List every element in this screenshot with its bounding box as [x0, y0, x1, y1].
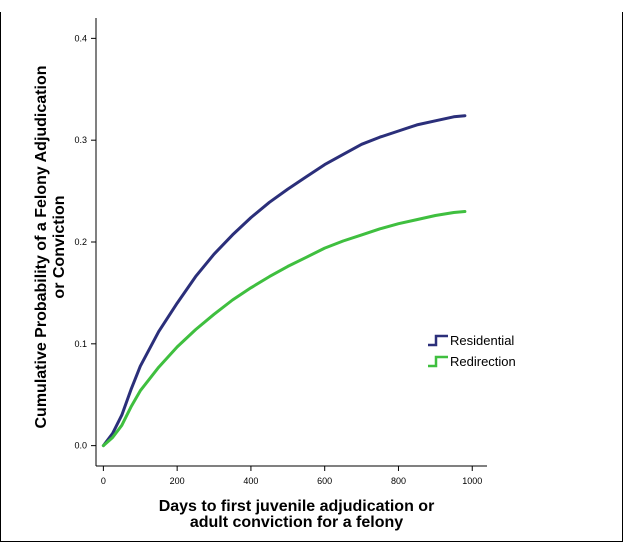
cropped-title-strip — [0, 0, 623, 12]
legend-swatch-residential — [428, 334, 448, 347]
y-tick-label: 0.4 — [74, 33, 87, 43]
legend-label-residential: Residential — [450, 333, 514, 348]
axis-titles: Days to first juvenile adjudication orad… — [33, 66, 434, 532]
y-axis-title-line-2: or Conviction — [51, 195, 68, 298]
axes: 0.0 0.1 0.2 0.3 0.4 0 200 400 600 800 1000 — [74, 18, 487, 486]
legend-label-redirection: Redirection — [450, 354, 516, 369]
x-tick-label: 0 — [101, 476, 106, 486]
x-tick-label: 800 — [391, 476, 406, 486]
legend: Residential Redirection — [428, 333, 516, 369]
x-axis-title-line-2: adult conviction for a felony — [190, 514, 403, 531]
legend-swatch-redirection — [428, 355, 448, 368]
y-axis-title-line-1: Cumulative Probability of a Felony Adjud… — [33, 66, 50, 429]
x-tick-label: 600 — [317, 476, 332, 486]
series-line-residential — [101, 114, 467, 448]
x-tick-label: 200 — [170, 476, 185, 486]
y-tick-label: 0.3 — [74, 135, 87, 145]
y-tick-label: 0.0 — [74, 441, 87, 451]
x-tick-label: 400 — [243, 476, 258, 486]
y-tick-label: 0.2 — [74, 237, 87, 247]
series-line-redirection — [101, 210, 467, 448]
x-tick-label: 1000 — [462, 476, 482, 486]
x-axis-title-line-1: Days to first juvenile adjudication or — [159, 498, 435, 515]
series-layer — [101, 114, 467, 448]
y-tick-label: 0.1 — [74, 339, 87, 349]
